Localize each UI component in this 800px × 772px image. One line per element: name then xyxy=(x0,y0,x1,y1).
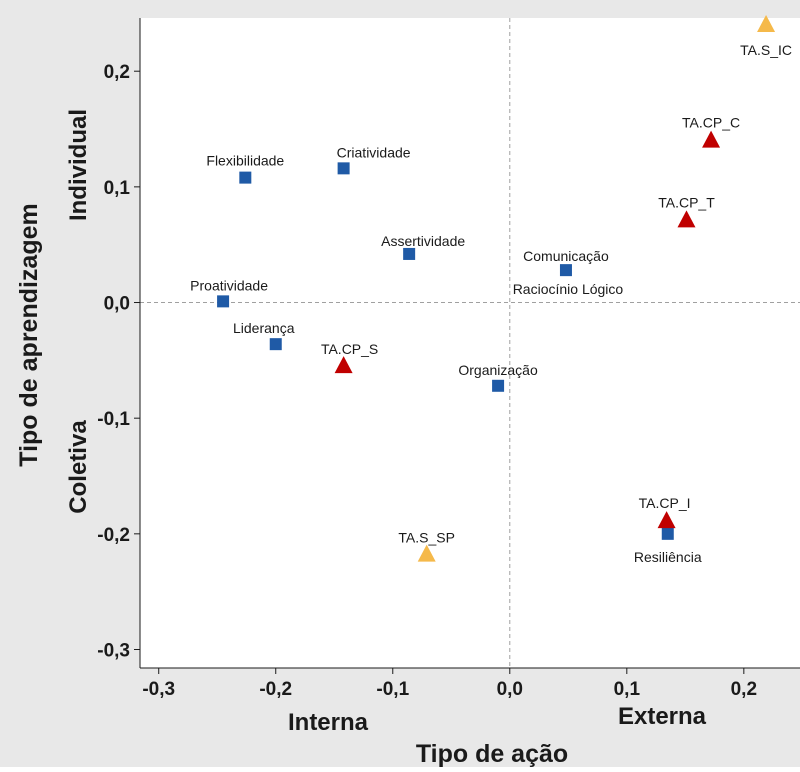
x-tick-label: 0,1 xyxy=(614,679,641,700)
point-label-proatividade: Proatividade xyxy=(190,277,268,293)
point-marker-ta-cp-c xyxy=(702,130,721,148)
point-marker-ta-s-sp xyxy=(417,544,436,562)
x-tick-label: 0,0 xyxy=(497,679,523,700)
y-bottom-quadrant-label: Coletiva xyxy=(65,420,92,514)
x-axis-title: Tipo de ação xyxy=(416,740,568,767)
y-tick-label: -0,1 xyxy=(97,409,130,430)
x-tick-label: -0,1 xyxy=(376,679,409,700)
point-marker-resiliencia xyxy=(661,527,674,540)
point-label-criatividade: Criatividade xyxy=(337,144,411,160)
plot-area xyxy=(140,18,800,668)
point-marker-ta-s-ic xyxy=(757,14,776,32)
point-marker-comunicacao xyxy=(559,264,572,277)
x-tick-label: -0,3 xyxy=(142,679,175,700)
x-tick-label: 0,2 xyxy=(731,679,757,700)
point-label-raciocinio-logico: Raciocínio Lógico xyxy=(513,281,624,297)
point-marker-ta-cp-s xyxy=(334,356,353,374)
x-tick-label: -0,2 xyxy=(259,679,292,700)
y-tick-label: 0,1 xyxy=(104,178,131,199)
y-tick-label: -0,3 xyxy=(97,640,130,661)
point-marker-organizacao xyxy=(492,379,505,392)
y-tick-label: -0,2 xyxy=(97,525,130,546)
point-label-organizacao: Organização xyxy=(458,362,538,378)
point-label-ta-cp-s: TA.CP_S xyxy=(321,341,378,357)
point-label-ta-s-sp: TA.S_SP xyxy=(398,530,455,546)
point-marker-lideranca xyxy=(269,338,282,351)
point-label-ta-cp-t: TA.CP_T xyxy=(658,194,715,210)
point-label-ta-cp-i: TA.CP_I xyxy=(639,495,691,511)
point-marker-assertividade xyxy=(403,247,416,260)
point-marker-flexibilidade xyxy=(239,171,252,184)
ticks-layer: -0,3 -0,2 -0,1 0,0 0,1 0,2 0,2 0,1 0,0 -0,1 -0,2 -0… xyxy=(97,62,757,700)
point-label-resiliencia: Resiliência xyxy=(634,549,702,565)
point-marker-ta-cp-i xyxy=(657,511,676,529)
point-label-ta-cp-c: TA.CP_C xyxy=(682,115,740,131)
point-label-comunicacao: Comunicação xyxy=(523,248,609,264)
x-left-quadrant-label: Interna xyxy=(288,709,369,736)
marks-layer xyxy=(217,14,776,562)
y-tick-label: 0,2 xyxy=(104,62,130,83)
point-marker-ta-cp-t xyxy=(677,210,696,228)
point-marker-criatividade xyxy=(337,162,350,175)
point-label-lideranca: Liderança xyxy=(233,320,295,336)
point-marker-proatividade xyxy=(217,295,230,308)
point-label-assertividade: Assertividade xyxy=(381,233,465,249)
y-top-quadrant-label: Individual xyxy=(65,109,92,221)
point-labels-layer: Flexibilidade Criatividade Assertividade Co… xyxy=(190,42,792,565)
point-label-flexibilidade: Flexibilidade xyxy=(206,153,284,169)
y-axis-title: Tipo de aprendizagem xyxy=(15,203,43,466)
y-tick-label: 0,0 xyxy=(104,294,130,315)
point-label-ta-s-ic: TA.S_IC xyxy=(740,42,792,58)
x-right-quadrant-label: Externa xyxy=(618,703,707,730)
